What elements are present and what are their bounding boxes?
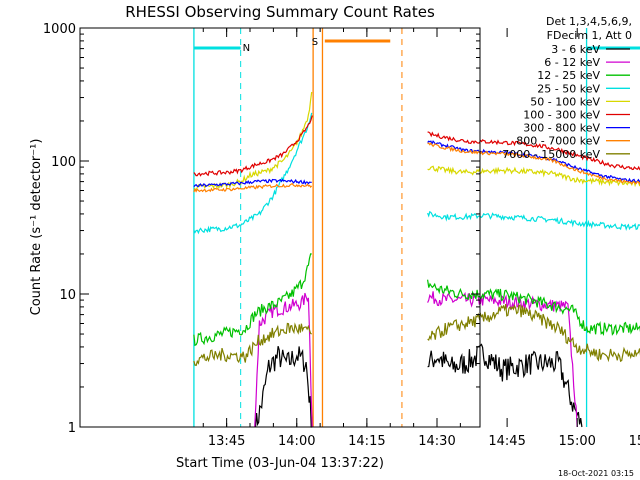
generation-timestamp: 18-Oct-2021 03:15 <box>558 469 634 478</box>
series-line-5-segment-1 <box>427 131 640 171</box>
plot-area: NS <box>193 28 640 428</box>
series-line-2-segment-0 <box>193 253 312 347</box>
legend-header-line-2: FDecim 1, Att 0 <box>547 29 632 42</box>
legend-label-0: 3 - 6 keV <box>551 43 600 56</box>
x-tick-label-6: 15:15 <box>629 434 640 449</box>
legend-label-4: 50 - 100 keV <box>530 95 600 108</box>
series-line-5-segment-0 <box>193 115 313 177</box>
legend-label-6: 300 - 800 keV <box>523 122 600 135</box>
x-tick-label-1: 14:00 <box>278 434 315 449</box>
y-tick-label-2: 100 <box>51 155 76 170</box>
series-line-3-segment-1 <box>427 210 640 232</box>
legend-header-line-1: Det 1,3,4,5,6,9, <box>546 15 632 28</box>
plot-frame <box>79 27 481 428</box>
legend: Det 1,3,4,5,6,9, FDecim 1, Att 0 3 - 6 k… <box>502 15 632 161</box>
x-axis-label: Start Time (03-Jun-04 13:37:22) <box>176 456 384 471</box>
y-tick-label-3: 1000 <box>43 22 76 37</box>
series-line-7-segment-0 <box>193 182 313 193</box>
series-line-2-segment-1 <box>427 279 640 336</box>
series-line-4-segment-1 <box>427 165 640 188</box>
series-line-6-segment-1 <box>427 140 640 184</box>
series-line-0-segment-0 <box>255 346 313 428</box>
y-tick-label-0: 1 <box>68 421 76 436</box>
chart-title: RHESSI Observing Summary Count Rates <box>125 3 435 21</box>
y-axis-label: Count Rate (s⁻¹ detector⁻¹) <box>29 139 44 316</box>
x-tick-label-3: 14:30 <box>418 434 455 449</box>
series-line-8-segment-0 <box>193 322 312 367</box>
legend-label-2: 12 - 25 keV <box>537 69 600 82</box>
annotation-label-s: S <box>312 37 318 48</box>
x-tick-label-0: 13:45 <box>208 434 245 449</box>
series-line-3-segment-0 <box>193 112 313 235</box>
x-axis: 13:45 14:00 14:15 14:30 14:45 15:00 15:15 <box>202 28 640 449</box>
legend-label-3: 25 - 50 keV <box>537 82 600 95</box>
legend-label-1: 6 - 12 keV <box>544 56 600 69</box>
series-line-1-segment-0 <box>254 292 313 428</box>
series-line-0-segment-1 <box>427 343 583 428</box>
x-tick-label-5: 15:00 <box>558 434 595 449</box>
series-line-4-segment-0 <box>193 91 313 191</box>
series-line-6-segment-0 <box>193 178 312 188</box>
y-tick-label-1: 10 <box>59 288 76 303</box>
x-tick-label-4: 14:45 <box>488 434 525 449</box>
legend-label-7: 800 - 7000 keV <box>516 135 600 148</box>
series-line-7-segment-1 <box>427 142 640 186</box>
legend-label-5: 100 - 300 keV <box>523 109 600 122</box>
series-line-1-segment-1 <box>427 291 578 428</box>
x-tick-label-2: 14:15 <box>348 434 385 449</box>
annotation-label-n: N <box>243 43 250 54</box>
legend-label-8: 7000 - 15000 keV <box>502 148 600 161</box>
series-line-8-segment-1 <box>427 303 640 363</box>
y-axis: 1 10 100 1000 <box>43 22 480 436</box>
